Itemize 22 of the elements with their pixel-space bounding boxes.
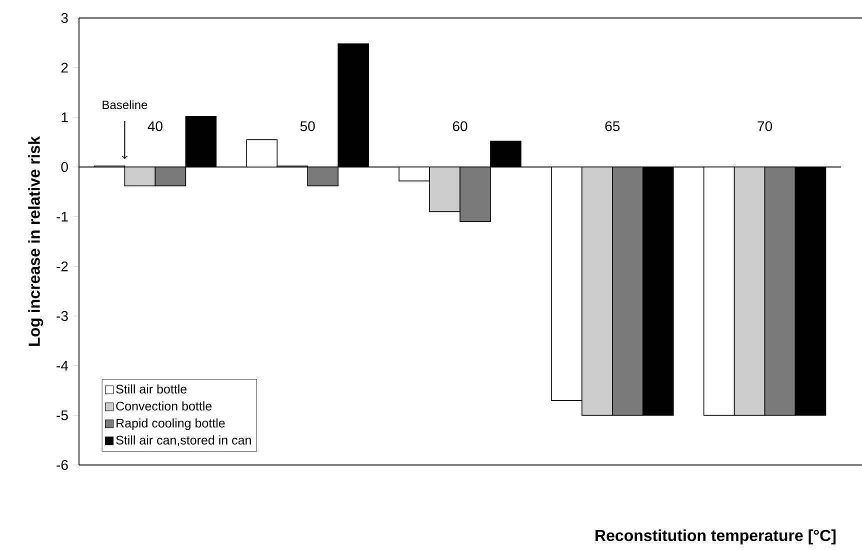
annotation: Baseline [102,100,148,110]
legend-label: Convection bottle [116,401,212,411]
legend-label: Still air bottle [116,384,187,394]
y-tick-label: -3 [56,311,68,321]
y-tick-label: -2 [56,261,68,272]
x-tick-label: 40 [148,121,162,132]
legend-label: Rapid cooling bottle [116,418,225,430]
x-tick-label: 60 [452,121,468,132]
y-tick-label: -4 [56,360,68,370]
x-tick-label: 50 [300,121,315,132]
y-tick-label: 3 [61,13,68,23]
x-tick-label: 70 [758,121,772,132]
y-tick-label: -6 [56,460,68,470]
y-tick-label: -1 [56,212,68,222]
y-tick-label: 2 [61,62,68,73]
x-tick-label: 65 [605,121,620,132]
x-axis-title: Reconstitution temperature [°C] [596,529,836,544]
y-tick-label: 0 [61,162,68,172]
y-axis-title: Log increase in relative risk [28,136,44,346]
legend-label: Still air can,stored in can [116,435,251,446]
y-tick-label: 1 [62,112,68,122]
y-tick-label: -5 [56,410,68,420]
